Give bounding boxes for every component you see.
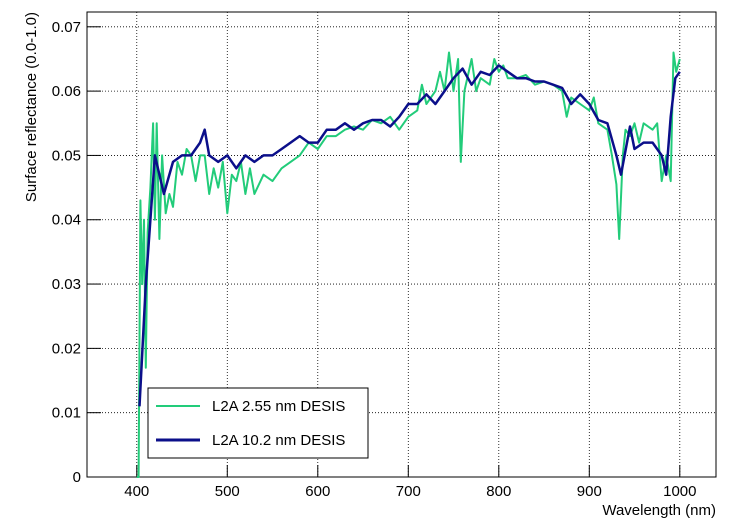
data-line — [136, 51, 681, 478]
x-tick-label: 600 — [305, 483, 330, 500]
y-tick-label: 0.02 — [52, 340, 81, 357]
legend-box — [147, 387, 369, 459]
x-tick-label: 500 — [215, 483, 240, 500]
y-tick-label: 0.06 — [52, 83, 81, 100]
x-tick-label: 900 — [577, 483, 602, 500]
x-tick-label: 800 — [486, 483, 511, 500]
plot-frame — [86, 11, 717, 478]
y-tick-label: 0.01 — [52, 405, 81, 422]
y-tick-label: 0.04 — [52, 212, 81, 229]
legend-label: L2A 2.55 nm DESIS — [212, 398, 345, 415]
legend-label: L2A 10.2 nm DESIS — [212, 432, 345, 449]
y-tick-label: 0.05 — [52, 147, 81, 164]
x-tick-label: 1000 — [663, 483, 696, 500]
y-tick-label: 0.03 — [52, 276, 81, 293]
x-tick-label: 700 — [396, 483, 421, 500]
y-axis-title: Surface reflectance (0.0-1.0) — [23, 12, 40, 202]
y-tick-label: 0 — [73, 469, 81, 486]
y-tick-label: 0.07 — [52, 19, 81, 36]
x-tick-label: 400 — [124, 483, 149, 500]
x-axis-title: Wavelength (nm) — [602, 502, 716, 519]
data-line — [138, 64, 681, 407]
